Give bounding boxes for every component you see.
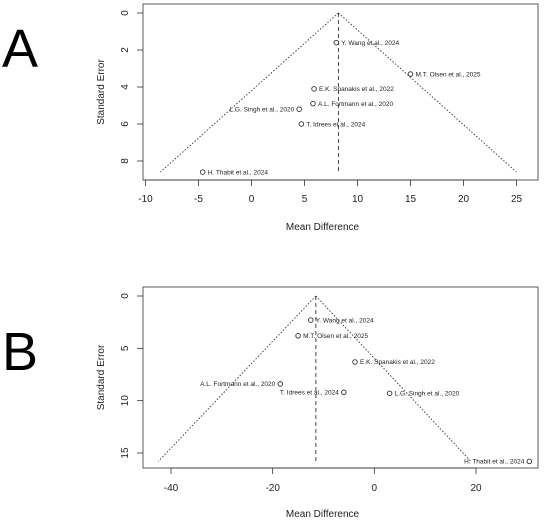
study-label: M.T. Olsen et al., 2025	[303, 333, 368, 340]
panel-b: -40 -20 0 20 0 5 10 15 Mean Difference Standard E…	[96, 286, 539, 520]
study-point	[386, 390, 393, 397]
study-label: E.K. Spanakis et al., 2022	[319, 86, 394, 93]
study-label: A.L. Fortmann et al., 2020	[318, 101, 394, 108]
x-tick-label: -5	[194, 194, 203, 205]
x-tick-label: 10	[352, 194, 364, 205]
y-axis-title: Standard Error	[96, 344, 107, 410]
y-tick-label: 0	[120, 293, 131, 299]
study-label: Y. Wang et al., 2024	[316, 317, 374, 324]
study-label: A.L. Fortmann et al., 2020	[200, 381, 276, 388]
study-point	[310, 100, 316, 107]
study-point	[295, 333, 301, 339]
x-axis-title: Mean Difference	[286, 509, 360, 520]
funnel-right-line	[338, 12, 517, 173]
study-label: L.G. Singh et al., 2020	[395, 391, 460, 398]
study-point	[308, 317, 314, 323]
study-label: Y. Wang et al., 2024	[341, 40, 399, 47]
funnel-right-line	[315, 295, 472, 462]
study-point	[199, 169, 206, 175]
study-point	[352, 359, 358, 365]
x-axis-title: Mean Difference	[286, 222, 360, 233]
study-label: T. Idrees et al., 2024	[306, 121, 365, 128]
y-tick-label: 2	[120, 47, 131, 53]
panel-a-letter: A	[2, 19, 39, 79]
y-axis: 0 2 4 6 8	[120, 10, 143, 164]
study-point	[298, 121, 305, 127]
x-tick-label: 15	[405, 194, 417, 205]
panel-a: -10 -5 0 5 10 15 20 25 0 2 4 6 8 Mean Difference Stand…	[96, 3, 539, 233]
study-label: H. Thabit et al., 2024	[464, 459, 525, 466]
funnel-left-line	[160, 12, 339, 173]
study-point	[341, 389, 347, 396]
study-point	[333, 39, 340, 46]
x-tick-label: -40	[164, 483, 179, 494]
funnel-left-line	[157, 295, 317, 462]
study-point	[407, 71, 414, 77]
study-label: M.T. Olsen et al., 2025	[416, 71, 481, 78]
x-tick-label: 20	[470, 483, 482, 494]
study-label: T. Idrees et al., 2024	[280, 390, 339, 397]
x-tick-label: -10	[138, 194, 153, 205]
y-tick-label: 5	[120, 345, 131, 351]
study-label: H. Thabit et al., 2024	[208, 169, 269, 176]
study-point	[277, 381, 284, 387]
x-tick-label: 0	[372, 483, 378, 494]
study-point	[311, 86, 317, 92]
x-tick-label: -20	[265, 483, 280, 494]
y-tick-label: 8	[120, 158, 131, 164]
x-tick-label: 5	[302, 194, 308, 205]
y-tick-label: 10	[120, 395, 131, 407]
y-tick-label: 0	[120, 10, 131, 16]
study-label: L.G. Singh et al., 2020	[230, 107, 295, 114]
study-point	[296, 106, 302, 112]
study-point	[526, 458, 533, 465]
plot-frame	[142, 286, 539, 469]
x-tick-label: 25	[511, 194, 523, 205]
y-tick-label: 4	[120, 84, 131, 90]
y-tick-label: 15	[120, 447, 131, 459]
x-axis: -40 -20 0 20	[164, 467, 482, 494]
x-tick-label: 20	[458, 194, 470, 205]
x-axis: -10 -5 0 5 10 15 20 25	[138, 179, 523, 205]
y-axis: 0 5 10 15	[120, 293, 143, 459]
y-tick-label: 6	[120, 121, 131, 127]
y-axis-title: Standard Error	[96, 59, 107, 125]
study-label: E.K. Spanakis et al., 2022	[360, 359, 435, 366]
x-tick-label: 0	[249, 194, 255, 205]
panel-b-letter: B	[2, 322, 39, 382]
